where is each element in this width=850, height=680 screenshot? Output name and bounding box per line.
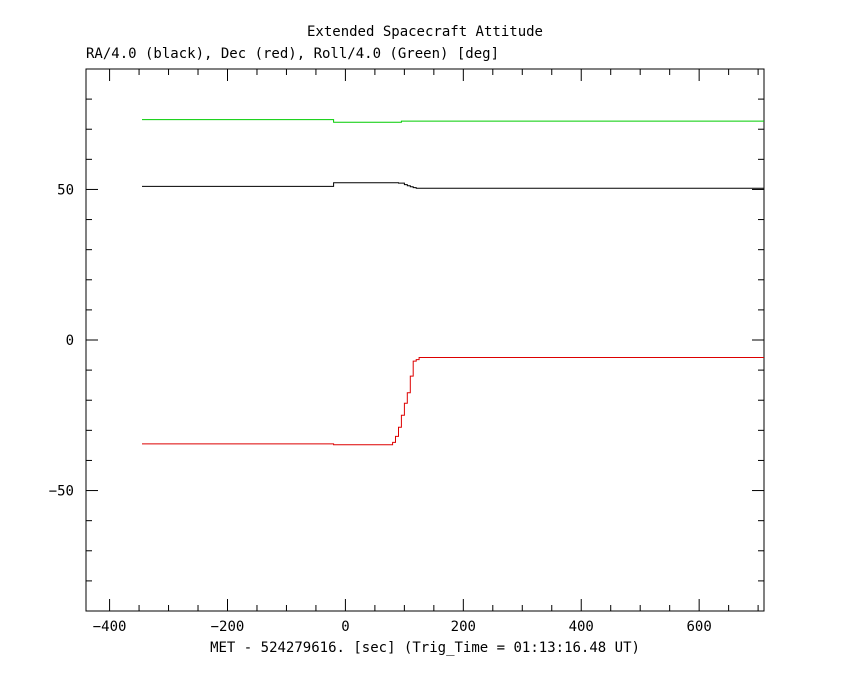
x-tick-label: −400: [93, 619, 127, 635]
series-line-2: [142, 357, 764, 446]
x-tick-label: 400: [569, 619, 594, 635]
y-tick-label: −50: [49, 484, 74, 500]
x-tick-label: 200: [451, 619, 476, 635]
plot-frame: [85, 68, 765, 612]
series-line-1: [142, 182, 765, 189]
x-tick-label: 0: [341, 619, 349, 635]
tick-labels: −400 −200 0 200 400 600 −50 0 50: [49, 182, 712, 635]
x-tick-label: −200: [211, 619, 245, 635]
y-tick-label: 50: [57, 182, 74, 198]
chart-title: Extended Spacecraft Attitude: [306, 24, 543, 40]
x-axis-label: MET - 524279616. [sec] (Trig_Time = 01:1…: [210, 640, 640, 656]
x-tick-label: 600: [686, 619, 711, 635]
chart-subtitle: RA/4.0 (black), Dec (red), Roll/4.0 (Gre…: [86, 46, 500, 62]
series-lines: [142, 119, 765, 446]
series-line-0: [142, 119, 764, 123]
y-tick-label: 0: [66, 333, 74, 349]
axis-ticks: [86, 68, 764, 612]
